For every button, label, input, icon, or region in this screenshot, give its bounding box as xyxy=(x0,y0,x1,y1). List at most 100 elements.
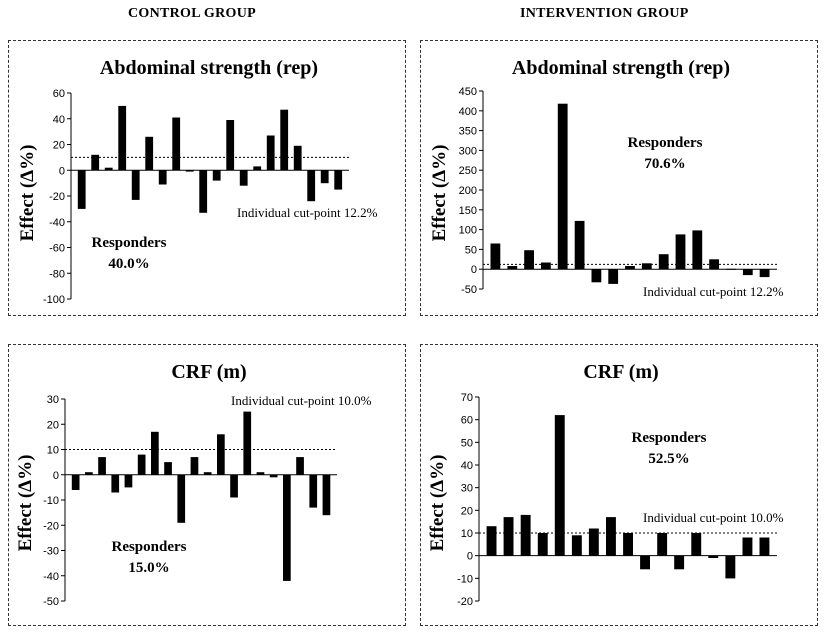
y-tick-label: 20 xyxy=(47,419,59,431)
responders-value: 70.6% xyxy=(644,156,685,172)
responders-label: Responders xyxy=(631,430,706,446)
responders-value: 40.0% xyxy=(108,256,149,272)
y-tick-label: -10 xyxy=(457,573,473,585)
chart-title: CRF (m) xyxy=(171,361,246,383)
y-tick-label: 30 xyxy=(461,483,473,495)
bar xyxy=(226,120,235,171)
y-tick-label: 0 xyxy=(467,551,473,563)
chart-title: Abdominal strength (rep) xyxy=(100,57,318,79)
bar xyxy=(674,555,685,570)
bar xyxy=(657,533,668,556)
y-tick-label: 250 xyxy=(459,165,477,177)
cutpoint-label: Individual cut-point 10.0% xyxy=(231,393,372,408)
bar xyxy=(280,109,289,171)
y-axis-label: Effect (Δ%) xyxy=(17,145,38,242)
bar xyxy=(203,472,212,475)
bar xyxy=(98,457,106,475)
panel-intervention-abdominal: Abdominal strength (rep) Effect (Δ%) 450 40… xyxy=(420,40,818,316)
intervention-group-header: INTERVENTION GROUP xyxy=(520,6,689,21)
bar xyxy=(537,533,548,556)
bar xyxy=(725,555,736,579)
bar xyxy=(520,514,531,556)
panel-intervention-crf: CRF (m) Effect (Δ%) 70 60 50 40 30 20 10 0 -10 -20 I… xyxy=(420,344,818,626)
bar xyxy=(137,454,146,475)
bar xyxy=(283,474,291,581)
bar xyxy=(557,103,568,270)
chart-svg: CRF (m) Effect (Δ%) 30 20 10 0 -10 -20 -30 -40 -50… xyxy=(15,361,372,608)
bar xyxy=(91,154,100,171)
control-group-header: CONTROL GROUP xyxy=(128,6,256,21)
y-tick-label: 40 xyxy=(461,460,473,472)
y-axis-label: Effect (Δ%) xyxy=(15,455,36,552)
bar xyxy=(111,474,120,493)
bar xyxy=(322,474,331,516)
bar xyxy=(641,263,652,270)
bar xyxy=(486,526,497,556)
bar xyxy=(574,220,585,270)
bar xyxy=(164,462,172,475)
y-tick-label: 450 xyxy=(459,86,477,98)
responders-value: 15.0% xyxy=(128,560,169,576)
cutpoint-label: Individual cut-point 12.2% xyxy=(643,284,784,299)
bar xyxy=(230,474,238,498)
bar xyxy=(524,250,534,270)
bar xyxy=(708,555,719,558)
chart-svg: Abdominal strength (rep) Effect (Δ%) 450 40… xyxy=(429,57,784,299)
chart-title: CRF (m) xyxy=(583,361,658,383)
bar xyxy=(124,474,133,488)
bar xyxy=(85,472,93,475)
bar xyxy=(726,268,736,270)
bar xyxy=(503,517,514,556)
bar xyxy=(190,457,199,475)
bar xyxy=(253,166,262,171)
y-tick-label: -100 xyxy=(43,294,65,306)
bar xyxy=(266,135,275,171)
bar xyxy=(507,266,518,270)
y-tick-label: -60 xyxy=(49,243,65,255)
bar xyxy=(625,266,635,270)
chart-svg: CRF (m) Effect (Δ%) 70 60 50 40 30 20 10 0 -10 -20 I… xyxy=(427,361,784,608)
responders-label: Responders xyxy=(627,135,702,151)
y-tick-label: 200 xyxy=(459,185,477,197)
bar xyxy=(554,415,565,556)
bar xyxy=(185,170,194,172)
y-tick-label: -40 xyxy=(49,217,65,229)
y-tick-label: 150 xyxy=(459,205,477,217)
y-tick-label: -20 xyxy=(457,596,473,608)
bar xyxy=(608,269,619,284)
cutpoint-label: Individual cut-point 10.0% xyxy=(643,510,784,525)
y-tick-label: 0 xyxy=(471,264,477,276)
y-axis-label: Effect (Δ%) xyxy=(427,455,448,552)
bar xyxy=(307,170,316,202)
responders-label: Responders xyxy=(91,235,166,251)
bar xyxy=(131,170,140,200)
y-tick-label: -50 xyxy=(461,284,477,296)
responders-label: Responders xyxy=(111,539,186,555)
bar xyxy=(334,170,343,190)
y-axis-label: Effect (Δ%) xyxy=(429,145,450,242)
y-tick-label: -80 xyxy=(49,268,65,280)
bar xyxy=(172,117,181,171)
y-tick-label: -20 xyxy=(49,191,65,203)
bar xyxy=(177,474,186,523)
bar xyxy=(588,528,599,556)
bar xyxy=(243,411,252,475)
bar xyxy=(256,472,265,475)
bar xyxy=(623,533,633,556)
y-tick-label: -50 xyxy=(43,596,59,608)
bar xyxy=(239,170,248,186)
y-tick-label: 400 xyxy=(459,106,477,118)
y-tick-label: 10 xyxy=(461,528,473,540)
y-tick-label: -40 xyxy=(43,571,59,583)
bar xyxy=(658,254,669,270)
y-tick-label: 20 xyxy=(461,505,473,517)
y-tick-label: 70 xyxy=(461,392,473,404)
responders-value: 52.5% xyxy=(648,451,689,467)
bar xyxy=(77,170,86,209)
y-tick-label: 100 xyxy=(459,225,477,237)
y-tick-label: 10 xyxy=(47,445,59,457)
bar xyxy=(296,457,304,475)
bar xyxy=(293,145,302,171)
bar xyxy=(591,269,602,283)
y-tick-label: 30 xyxy=(47,394,59,406)
